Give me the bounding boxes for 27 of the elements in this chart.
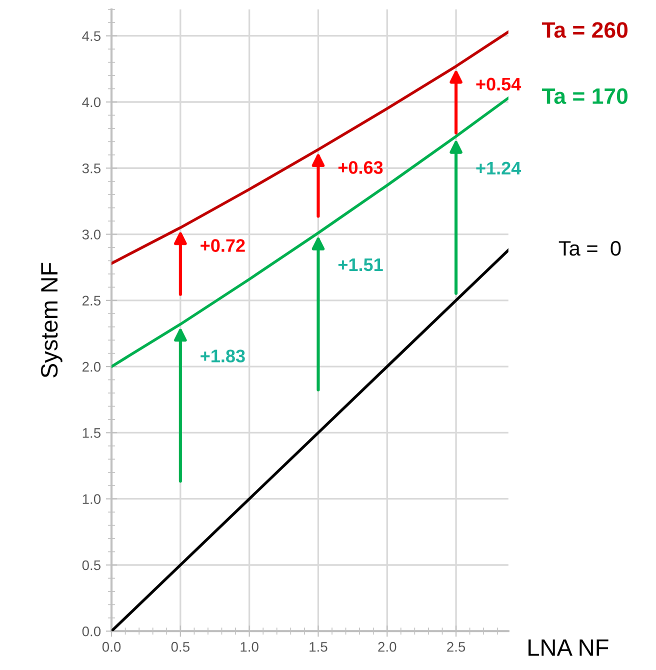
annotation: +1.24 — [476, 162, 522, 174]
y-tick-label: 3.0 — [82, 230, 101, 240]
x-tick-label: 0.5 — [171, 642, 190, 652]
x-tick-label: 1.5 — [310, 642, 328, 652]
x-tick-label: 2.5 — [447, 642, 466, 652]
y-tick-label: 4.0 — [82, 97, 101, 108]
annotation: +1.83 — [200, 350, 245, 362]
y-tick-label: 4.5 — [82, 31, 101, 42]
series-label: Ta = 170 — [542, 88, 628, 104]
x-tick-label: 2.0 — [378, 642, 396, 652]
x-tick-label: 0.0 — [102, 642, 121, 652]
y-axis-title: System NF — [40, 262, 62, 378]
annotation: +0.63 — [338, 161, 383, 174]
y-tick-label: 3.5 — [82, 163, 101, 174]
annotation: +0.54 — [476, 78, 522, 91]
y-tick-label: 2.0 — [82, 362, 101, 372]
y-tick-label: 1.0 — [82, 494, 101, 504]
x-axis-title: LNA NF — [528, 639, 608, 656]
annotation: +1.51 — [338, 258, 383, 272]
y-tick-label: 0.5 — [82, 560, 101, 570]
annotation: +0.72 — [200, 239, 245, 252]
series-label: Ta = 260 — [542, 22, 628, 38]
y-tick-label: 1.5 — [82, 428, 101, 438]
x-tick-label: 1.0 — [240, 642, 258, 652]
y-tick-label: 0.0 — [82, 626, 101, 636]
text: Ta = 0 — [558, 240, 621, 256]
y-tick-label: 2.5 — [82, 296, 101, 306]
